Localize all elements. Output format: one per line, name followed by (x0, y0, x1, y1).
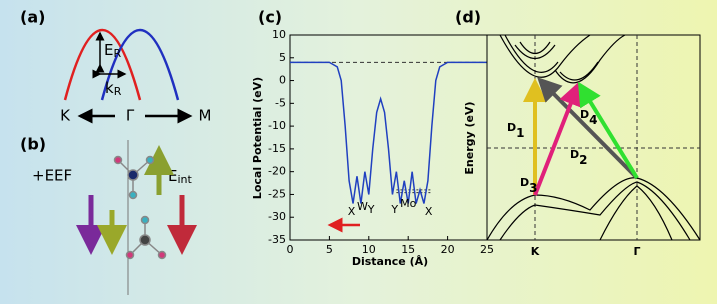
panel-d: (d) Energy (eV) K Γ (455, 8, 701, 258)
transition-name: D (520, 176, 529, 189)
y-tick-label: -25 (268, 187, 286, 200)
molecule (113, 155, 167, 260)
k-point-label: Γ (633, 245, 640, 258)
y-axis-label: Local Potential (eV) (251, 77, 264, 199)
panel-label: (c) (258, 8, 282, 27)
potential-line (290, 61, 487, 204)
y-tick-label: -30 (268, 210, 286, 223)
y-tick-label: -35 (268, 233, 286, 246)
gamma-label: Γ (126, 107, 135, 125)
panel-label: (d) (455, 8, 481, 27)
panel-c: (c) Distance (Å) Local Potential (eV) 0 5… (251, 8, 494, 269)
x-tick-label: 5 (326, 243, 333, 256)
internal-field-label: Eint (168, 167, 193, 187)
atom-label: X (348, 205, 356, 218)
transition-sub: 1 (516, 126, 524, 140)
y-tick-label: 10 (272, 28, 286, 41)
energy-label: ER (104, 41, 121, 61)
y-tick-label: -5 (275, 96, 286, 109)
panel-label: (a) (20, 8, 45, 27)
m-label: M (199, 107, 212, 125)
momentum-label: kR (105, 79, 122, 99)
transition-name: D (580, 108, 589, 121)
transition-sub: 4 (589, 113, 597, 127)
y-tick-label: -10 (268, 119, 286, 132)
x-tick-label: 20 (441, 243, 455, 256)
field-label: +EEF (32, 167, 72, 185)
x-tick-label: 0 (287, 243, 294, 256)
x-tick-label: 15 (401, 243, 415, 256)
band-red (63, 29, 142, 101)
y-tick-label: 5 (279, 51, 286, 64)
transition-label: D1 (507, 121, 525, 140)
x-axis-label: Distance (Å) (352, 255, 428, 268)
panel-label: (b) (20, 135, 46, 154)
transition-sub: 3 (529, 181, 537, 195)
transition-arrow (577, 81, 639, 180)
transition-name: D (570, 148, 579, 161)
y-tick-label: -15 (268, 142, 286, 155)
atom-label: X (425, 205, 433, 218)
atom-label: Mo (400, 197, 416, 210)
y-tick-label: 0 (279, 74, 286, 87)
y-axis-label: Energy (eV) (463, 101, 476, 174)
transition-arrow (537, 77, 639, 180)
transition-name: D (507, 121, 516, 134)
transition-sub: 2 (579, 153, 587, 167)
bands (486, 34, 701, 241)
x-tick-label: 10 (362, 243, 376, 256)
transition-label: D4 (580, 108, 598, 127)
atom-label: W (357, 200, 368, 213)
k-label: K (60, 107, 71, 125)
y-tick-label: -20 (268, 165, 286, 178)
transition-label: D3 (520, 176, 538, 195)
x-tick-label: 25 (480, 243, 494, 256)
transition-label: D2 (570, 148, 588, 167)
atom-label: Y (390, 203, 398, 216)
plot-frame (486, 34, 701, 241)
k-point-label: K (531, 245, 540, 258)
transition-arrow (533, 81, 582, 196)
atom-label: Y (367, 203, 375, 216)
